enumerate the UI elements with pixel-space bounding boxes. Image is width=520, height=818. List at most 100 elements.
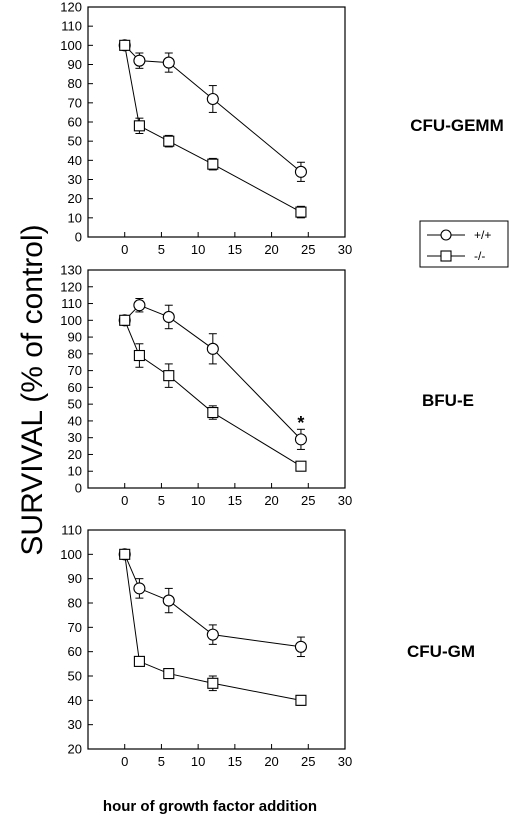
data-point-ko (295, 206, 307, 218)
x-tick-label: 5 (158, 754, 165, 769)
y-tick-label: 0 (75, 230, 82, 245)
y-axis-title: SURVIVAL (% of control) (16, 224, 49, 555)
x-tick-label: 30 (338, 754, 352, 769)
y-tick-label: 40 (68, 413, 82, 428)
legend-square-marker (440, 250, 452, 262)
x-axis-title: hour of growth factor addition (103, 798, 317, 815)
y-tick-label: 90 (68, 57, 82, 72)
y-tick-label: 70 (68, 363, 82, 378)
x-tick-label: 30 (338, 242, 352, 257)
data-point-wt (162, 310, 175, 324)
panel-label-cfu-gemm: CFU-GEMM (410, 116, 503, 135)
y-tick-label: 100 (60, 38, 82, 53)
y-tick-label: 80 (68, 76, 82, 91)
y-tick-label: 20 (68, 742, 82, 757)
panel-label-cfu-gm: CFU-GM (407, 642, 475, 661)
x-tick-label: 10 (191, 754, 205, 769)
data-point-wt (133, 582, 146, 595)
x-tick-label: 10 (191, 242, 205, 257)
x-tick-label: 0 (121, 242, 128, 257)
y-tick-label: 40 (68, 153, 82, 168)
plot-frame (87, 529, 346, 750)
legend-circle-marker (440, 229, 452, 241)
data-point-wt (294, 433, 307, 446)
y-tick-label: 10 (68, 210, 82, 225)
y-tick-label: 20 (68, 447, 82, 462)
y-tick-label: 60 (68, 115, 82, 130)
x-tick-label: 15 (228, 754, 242, 769)
x-tick-label: 20 (264, 754, 278, 769)
x-tick-label: 20 (264, 242, 278, 257)
x-tick-label: 25 (301, 242, 315, 257)
y-tick-label: 30 (68, 717, 82, 732)
y-tick-label: 30 (68, 172, 82, 187)
y-tick-label: 110 (61, 296, 82, 311)
data-point-wt (206, 342, 219, 355)
significance-star: * (297, 413, 304, 433)
x-tick-label: 15 (228, 242, 242, 257)
x-tick-label: 20 (264, 493, 278, 508)
y-tick-label: 60 (68, 644, 82, 659)
data-point-ko (207, 406, 219, 419)
y-tick-label: 70 (68, 620, 82, 635)
y-tick-label: 20 (68, 191, 82, 206)
x-tick-label: 0 (121, 754, 128, 769)
legend-box (419, 220, 509, 268)
data-point-ko (163, 370, 175, 382)
data-point-wt (162, 594, 175, 607)
data-point-wt (206, 92, 219, 106)
y-tick-label: 50 (68, 134, 82, 149)
series-line-ko (124, 45, 302, 213)
data-point-ko (119, 548, 131, 560)
y-tick-label: 100 (60, 547, 82, 562)
x-tick-label: 5 (158, 493, 165, 508)
y-tick-label: 120 (60, 0, 82, 15)
plot-frame (87, 269, 346, 489)
x-tick-label: 15 (228, 493, 242, 508)
x-tick-label: 25 (301, 754, 315, 769)
x-tick-label: 0 (121, 493, 128, 508)
legend-label-ko: -/- (474, 249, 485, 263)
panel-label-bfu-e: BFU-E (422, 391, 474, 410)
y-tick-label: 40 (68, 693, 82, 708)
y-tick-label: 110 (61, 19, 82, 34)
y-tick-label: 110 (61, 523, 82, 538)
data-point-ko (163, 668, 175, 680)
data-point-wt (206, 628, 219, 641)
y-tick-label: 100 (60, 313, 82, 328)
data-point-ko (163, 135, 175, 147)
chart-panel-cfu-gemm: 0 10 20 30 40 50 60 70 80 90 100 110 120 0 5 10 15 20 25 30… (60, 0, 503, 257)
y-tick-label: 30 (68, 430, 82, 445)
data-point-wt (133, 54, 146, 67)
x-tick-label: 5 (158, 242, 165, 257)
data-point-ko (207, 677, 219, 689)
x-tick-label: 10 (191, 493, 205, 508)
x-tick-label: 25 (301, 493, 315, 508)
legend-label-wt: +/+ (474, 228, 491, 242)
legend: +/+ -/- (419, 220, 509, 268)
y-tick-label: 130 (60, 263, 82, 278)
x-tick-label: 30 (338, 493, 352, 508)
data-point-ko (119, 314, 131, 326)
chart-panel-cfu-gm: 20 30 40 50 60 70 80 90 100 110 0 5 10 15 20 25 30 CFU-GM (60, 523, 475, 770)
y-tick-label: 0 (75, 481, 82, 496)
y-tick-label: 80 (68, 596, 82, 611)
data-point-ko (119, 39, 131, 51)
data-point-ko (133, 655, 145, 667)
data-point-wt (162, 56, 175, 69)
y-tick-label: 120 (60, 279, 82, 294)
data-point-wt (133, 299, 146, 312)
y-tick-label: 60 (68, 380, 82, 395)
data-point-ko (207, 158, 219, 170)
data-point-wt (294, 640, 307, 653)
y-tick-label: 90 (68, 330, 82, 345)
y-tick-label: 90 (68, 571, 82, 586)
data-point-ko (133, 120, 145, 132)
y-tick-label: 50 (68, 669, 82, 684)
y-tick-label: 50 (68, 397, 82, 412)
data-point-ko (133, 349, 145, 362)
data-point-wt (294, 165, 307, 178)
data-point-ko (295, 460, 307, 472)
